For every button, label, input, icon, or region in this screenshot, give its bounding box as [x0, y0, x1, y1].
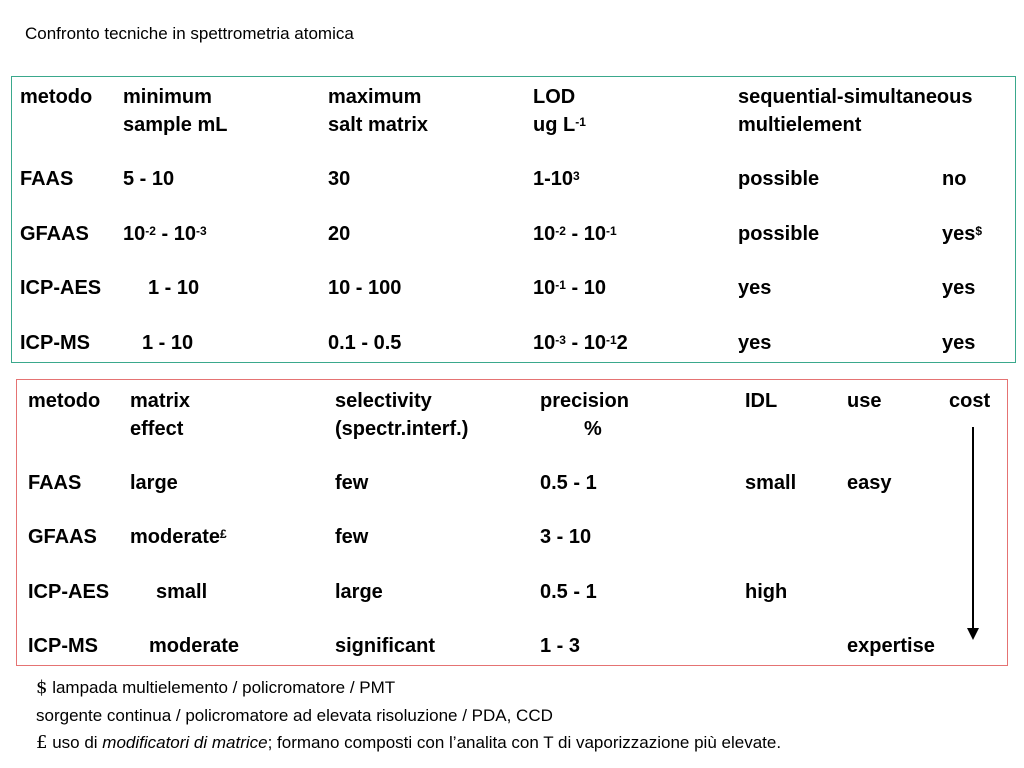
t2-header-matrix: matrix — [130, 390, 191, 412]
t1-header-sequential-simultaneous: sequential-simultaneous — [738, 86, 973, 108]
t2-header-selectivity: selectivity — [335, 390, 432, 412]
t2-row-faas-metodo: FAAS — [28, 472, 82, 494]
t2-row-gfaas-precision: 3 - 10 — [540, 526, 592, 548]
t2-header-effect: effect — [130, 418, 184, 440]
t1-row-icpms-lod: 10-3 - 10-12 — [533, 332, 628, 354]
t2-row-icpaes-idl: high — [745, 581, 788, 603]
page-title: Confronto tecniche in spettrometria atom… — [25, 24, 354, 43]
t1-row-icpms-simultaneous: yes — [942, 332, 976, 354]
t2-row-icpms-use: expertise — [847, 635, 935, 657]
t1-row-icpaes-sample: 1 - 10 — [148, 277, 200, 299]
t1-row-faas-salt: 30 — [328, 168, 351, 190]
t2-row-icpms-metodo: ICP-MS — [28, 635, 98, 657]
t1-row-icpaes-sequential: yes — [738, 277, 772, 299]
t1-row-gfaas-sample: 10-2 - 10-3 — [123, 223, 207, 245]
t1-row-icpaes-metodo: ICP-AES — [20, 277, 102, 299]
t1-row-icpms-sample: 1 - 10 — [142, 332, 194, 354]
t2-row-faas-selectivity: few — [335, 472, 369, 494]
footnote-continuous-source: sorgente continua / policromatore ad ele… — [36, 706, 553, 725]
t1-row-icpaes-salt: 10 - 100 — [328, 277, 402, 299]
t1-row-gfaas-simultaneous: yes$ — [942, 223, 983, 245]
t1-row-faas-lod: 1-103 — [533, 168, 580, 190]
t2-row-icpms-precision: 1 - 3 — [540, 635, 581, 657]
t1-row-gfaas-lod: 10-2 - 10-1 — [533, 223, 617, 245]
t1-row-faas-metodo: FAAS — [20, 168, 74, 190]
t2-row-faas-use: easy — [847, 472, 892, 494]
t1-row-gfaas-sequential: possible — [738, 223, 820, 245]
t2-row-icpaes-precision: 0.5 - 1 — [540, 581, 597, 603]
t2-row-icpms-selectivity: significant — [335, 635, 436, 657]
t2-row-icpaes-metodo: ICP-AES — [28, 581, 110, 603]
comparison-table-1 — [11, 76, 1016, 363]
t1-header-minimum: minimum — [123, 86, 212, 108]
t1-row-icpms-salt: 0.1 - 0.5 — [328, 332, 402, 354]
t2-header-percent: % — [584, 418, 602, 440]
t1-header-multielement: multielement — [738, 114, 862, 136]
t1-header-maximum: maximum — [328, 86, 422, 108]
t1-row-faas-sequential: possible — [738, 168, 820, 190]
arrow-down-icon — [967, 628, 979, 640]
t2-header-metodo: metodo — [28, 390, 101, 412]
t1-row-icpaes-lod: 10-1 - 10 — [533, 277, 606, 299]
t1-row-gfaas-salt: 20 — [328, 223, 351, 245]
dollar-symbol: $ — [36, 677, 48, 698]
t1-row-gfaas-metodo: GFAAS — [20, 223, 89, 245]
t2-header-precision: precision — [540, 390, 629, 412]
t2-row-icpms-matrix: moderate — [149, 635, 240, 657]
t2-row-faas-idl: small — [745, 472, 797, 494]
t2-header-spectr-interf: (spectr.interf.) — [335, 418, 469, 440]
t2-row-gfaas-selectivity: few — [335, 526, 369, 548]
t1-row-faas-sample: 5 - 10 — [123, 168, 175, 190]
t2-header-cost: cost — [949, 390, 991, 412]
t2-header-idl: IDL — [745, 390, 778, 412]
cost-arrow-line — [972, 427, 974, 632]
t2-row-icpaes-selectivity: large — [335, 581, 383, 603]
t2-row-gfaas-metodo: GFAAS — [28, 526, 97, 548]
comparison-table-2 — [16, 379, 1008, 666]
t1-header-lod-unit: ug L-1 — [533, 114, 586, 136]
footnote-dollar: $ lampada multielemento / policromatore … — [36, 677, 396, 698]
t1-row-faas-simultaneous: no — [942, 168, 967, 190]
t2-row-faas-precision: 0.5 - 1 — [540, 472, 597, 494]
footnote-pound: £ uso di modificatori di matrice; forman… — [36, 732, 782, 753]
t2-header-use: use — [847, 390, 882, 412]
t2-row-gfaas-matrix: moderate£ — [130, 526, 227, 548]
t1-row-icpms-metodo: ICP-MS — [20, 332, 90, 354]
t1-row-icpaes-simultaneous: yes — [942, 277, 976, 299]
t1-header-sample-ml: sample mL — [123, 114, 228, 136]
t2-row-faas-matrix: large — [130, 472, 178, 494]
t1-header-metodo: metodo — [20, 86, 93, 108]
t2-row-icpaes-matrix: small — [156, 581, 208, 603]
t1-header-lod: LOD — [533, 86, 576, 108]
t1-header-salt-matrix: salt matrix — [328, 114, 429, 136]
t1-row-icpms-sequential: yes — [738, 332, 772, 354]
pound-symbol: £ — [36, 732, 48, 753]
